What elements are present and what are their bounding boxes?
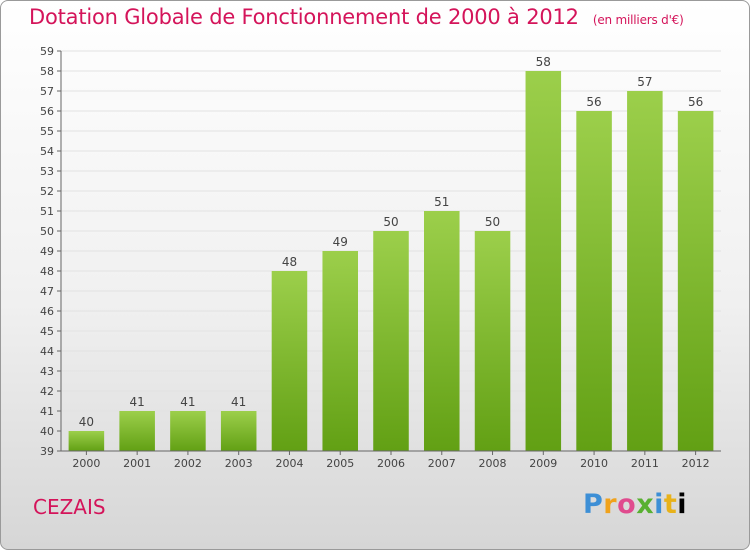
x-tick-label: 2000: [72, 457, 100, 470]
x-tick-label: 2002: [174, 457, 202, 470]
y-tick-label: 57: [40, 85, 54, 98]
data-label: 40: [79, 415, 94, 429]
bar: [627, 91, 663, 451]
bar: [677, 111, 714, 451]
x-tick-label: 2005: [326, 457, 354, 470]
y-tick-label: 39: [40, 445, 54, 458]
data-label: 41: [180, 395, 195, 409]
data-label: 57: [637, 75, 652, 89]
x-tick-label: 2012: [682, 457, 710, 470]
bars: [68, 71, 714, 451]
data-label: 48: [282, 255, 297, 269]
y-tick-label: 59: [40, 45, 54, 58]
y-tick-label: 40: [40, 425, 54, 438]
data-label: 51: [434, 195, 449, 209]
y-tick-label: 44: [40, 345, 54, 358]
bar: [525, 71, 562, 451]
chart-subtitle: (en milliers d'€): [592, 13, 684, 27]
y-tick-label: 51: [40, 205, 54, 218]
x-tick-label: 2011: [631, 457, 659, 470]
logo-letter: P: [583, 489, 604, 520]
x-tick-label: 2001: [123, 457, 151, 470]
y-axis-ticks: 39 40 41 42 43 44 45 46 47 48 49 50 51 52 53 54 55 56 57 58…: [40, 45, 61, 458]
y-tick-label: 43: [40, 365, 54, 378]
commune-name: CEZAIS: [33, 495, 106, 519]
x-tick-label: 2004: [275, 457, 303, 470]
y-tick-label: 48: [40, 265, 54, 278]
logo-letter: x: [636, 489, 655, 520]
y-tick-label: 52: [40, 185, 54, 198]
data-label: 41: [130, 395, 145, 409]
data-label: 41: [231, 395, 246, 409]
x-tick-label: 2009: [529, 457, 557, 470]
y-tick-label: 41: [40, 405, 54, 418]
data-label: 50: [485, 215, 500, 229]
y-tick-label: 50: [40, 225, 54, 238]
x-tick-label: 2010: [580, 457, 608, 470]
data-label: 56: [586, 95, 601, 109]
bar: [271, 271, 308, 451]
bar: [68, 431, 105, 451]
y-tick-label: 58: [40, 65, 54, 78]
chart-title: Dotation Globale de Fonctionnement de 20…: [29, 5, 684, 29]
bar: [220, 411, 257, 451]
x-tick-label: 2007: [428, 457, 456, 470]
proxiti-logo[interactable]: Proxiti: [583, 489, 687, 520]
y-tick-label: 54: [40, 145, 54, 158]
y-tick-label: 49: [40, 245, 54, 258]
y-tick-label: 53: [40, 165, 54, 178]
y-tick-label: 55: [40, 125, 54, 138]
x-tick-label: 2003: [225, 457, 253, 470]
data-labels: 40 41 41 41 48 49 50 51 50 58 56 57 56: [79, 55, 704, 429]
bar: [119, 411, 155, 451]
bar: [474, 231, 511, 451]
logo-letter: o: [617, 489, 637, 520]
logo-letter: i: [677, 489, 688, 520]
data-label: 49: [333, 235, 348, 249]
x-tick-label: 2006: [377, 457, 405, 470]
x-tick-label: 2008: [479, 457, 507, 470]
logo-letter: r: [603, 489, 618, 520]
data-label: 50: [383, 215, 398, 229]
y-tick-label: 45: [40, 325, 54, 338]
bar: [170, 411, 206, 451]
bar: [373, 231, 409, 451]
y-tick-label: 46: [40, 305, 54, 318]
logo-letter: t: [663, 489, 678, 520]
y-tick-label: 56: [40, 105, 54, 118]
data-label: 56: [688, 95, 703, 109]
y-tick-label: 47: [40, 285, 54, 298]
bar: [576, 111, 612, 451]
y-tick-label: 42: [40, 385, 54, 398]
data-label: 58: [536, 55, 551, 69]
bar: [322, 251, 358, 451]
chart-title-text: Dotation Globale de Fonctionnement de 20…: [29, 5, 579, 29]
x-axis-ticks: 2000 2001 2002 2003 2004 2005 2006 2007 2008 2009…: [72, 451, 710, 470]
bar: [424, 211, 460, 451]
logo-letter: i: [654, 489, 664, 520]
